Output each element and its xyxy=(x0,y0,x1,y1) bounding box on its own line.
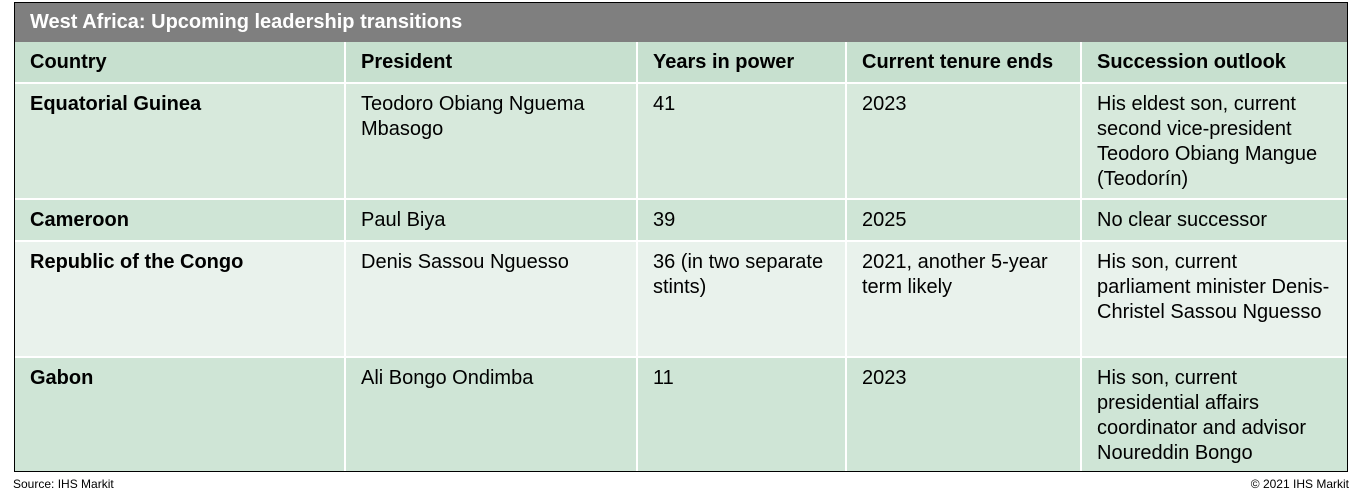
cell-tenure: 2023 xyxy=(846,357,1082,471)
table-frame: West Africa: Upcoming leadership transit… xyxy=(14,2,1348,472)
column-header-years: Years in power xyxy=(637,42,847,84)
cell-outlook: His son, current parliament minister Den… xyxy=(1081,241,1347,358)
cell-tenure: 2023 xyxy=(846,83,1082,200)
cell-outlook: His son, current presidential affairs co… xyxy=(1081,357,1347,471)
table-title: West Africa: Upcoming leadership transit… xyxy=(15,3,1347,42)
cell-years: 11 xyxy=(637,357,847,471)
cell-years: 39 xyxy=(637,199,847,242)
leadership-table: Country President Years in power Current… xyxy=(15,42,1347,471)
cell-president: Ali Bongo Ondimba xyxy=(345,357,638,471)
header-row: Country President Years in power Current… xyxy=(15,42,1347,84)
cell-outlook: No clear successor xyxy=(1081,199,1347,242)
table-row: Equatorial Guinea Teodoro Obiang Nguema … xyxy=(15,83,1347,200)
cell-president: Denis Sassou Nguesso xyxy=(345,241,638,358)
cell-country: Cameroon xyxy=(15,199,346,242)
cell-president: Teodoro Obiang Nguema Mbasogo xyxy=(345,83,638,200)
cell-outlook: His eldest son, current second vice-pres… xyxy=(1081,83,1347,200)
cell-country: Gabon xyxy=(15,357,346,471)
cell-tenure: 2025 xyxy=(846,199,1082,242)
cell-country: Equatorial Guinea xyxy=(15,83,346,200)
copyright-note: © 2021 IHS Markit xyxy=(1250,477,1349,491)
column-header-tenure: Current tenure ends xyxy=(846,42,1082,84)
table-row: Gabon Ali Bongo Ondimba 11 2023 His son,… xyxy=(15,357,1347,471)
source-note: Source: IHS Markit xyxy=(13,477,114,491)
cell-years: 36 (in two separate stints) xyxy=(637,241,847,358)
column-header-country: Country xyxy=(15,42,346,84)
cell-president: Paul Biya xyxy=(345,199,638,242)
cell-tenure: 2021, another 5-year term likely xyxy=(846,241,1082,358)
table-row: Republic of the Congo Denis Sassou Ngues… xyxy=(15,241,1347,358)
column-header-outlook: Succession outlook xyxy=(1081,42,1347,84)
cell-country: Republic of the Congo xyxy=(15,241,346,358)
table-row: Cameroon Paul Biya 39 2025 No clear succ… xyxy=(15,199,1347,242)
cell-years: 41 xyxy=(637,83,847,200)
column-header-president: President xyxy=(345,42,638,84)
